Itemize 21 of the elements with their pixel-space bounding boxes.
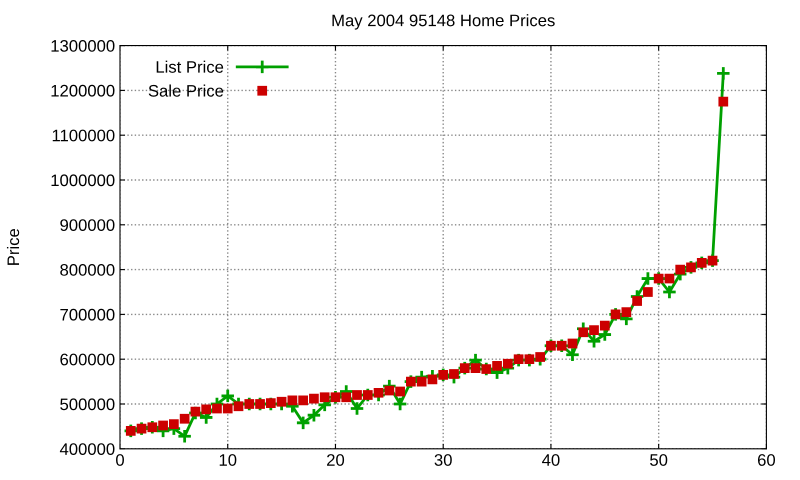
y-axis-title: Price bbox=[6, 228, 20, 265]
y-tick-label: 700000 bbox=[60, 308, 114, 321]
legend-label: List Price bbox=[156, 60, 224, 73]
x-tick-label: 0 bbox=[116, 454, 124, 466]
x-tick-label: 40 bbox=[542, 454, 560, 466]
x-tick-label: 20 bbox=[327, 454, 344, 466]
y-tick-label: 400000 bbox=[60, 443, 114, 456]
y-tick-label: 1200000 bbox=[52, 84, 114, 97]
chart-title: May 2004 95148 Home Prices bbox=[332, 14, 555, 30]
y-tick-label: 1100000 bbox=[52, 130, 114, 142]
y-tick-label: 900000 bbox=[60, 219, 114, 232]
y-tick-label: 1000000 bbox=[52, 174, 114, 186]
x-tick-label: 10 bbox=[220, 454, 236, 466]
x-tick-label: 60 bbox=[758, 454, 776, 466]
y-tick-label: 500000 bbox=[60, 398, 114, 410]
y-tick-label: 1300000 bbox=[52, 40, 114, 52]
x-tick-label: 50 bbox=[650, 454, 668, 466]
legend-label: Sale Price bbox=[148, 84, 224, 97]
y-tick-label: 800000 bbox=[60, 264, 114, 276]
x-tick-label: 30 bbox=[434, 454, 452, 466]
y-tick-label: 600000 bbox=[60, 354, 114, 366]
